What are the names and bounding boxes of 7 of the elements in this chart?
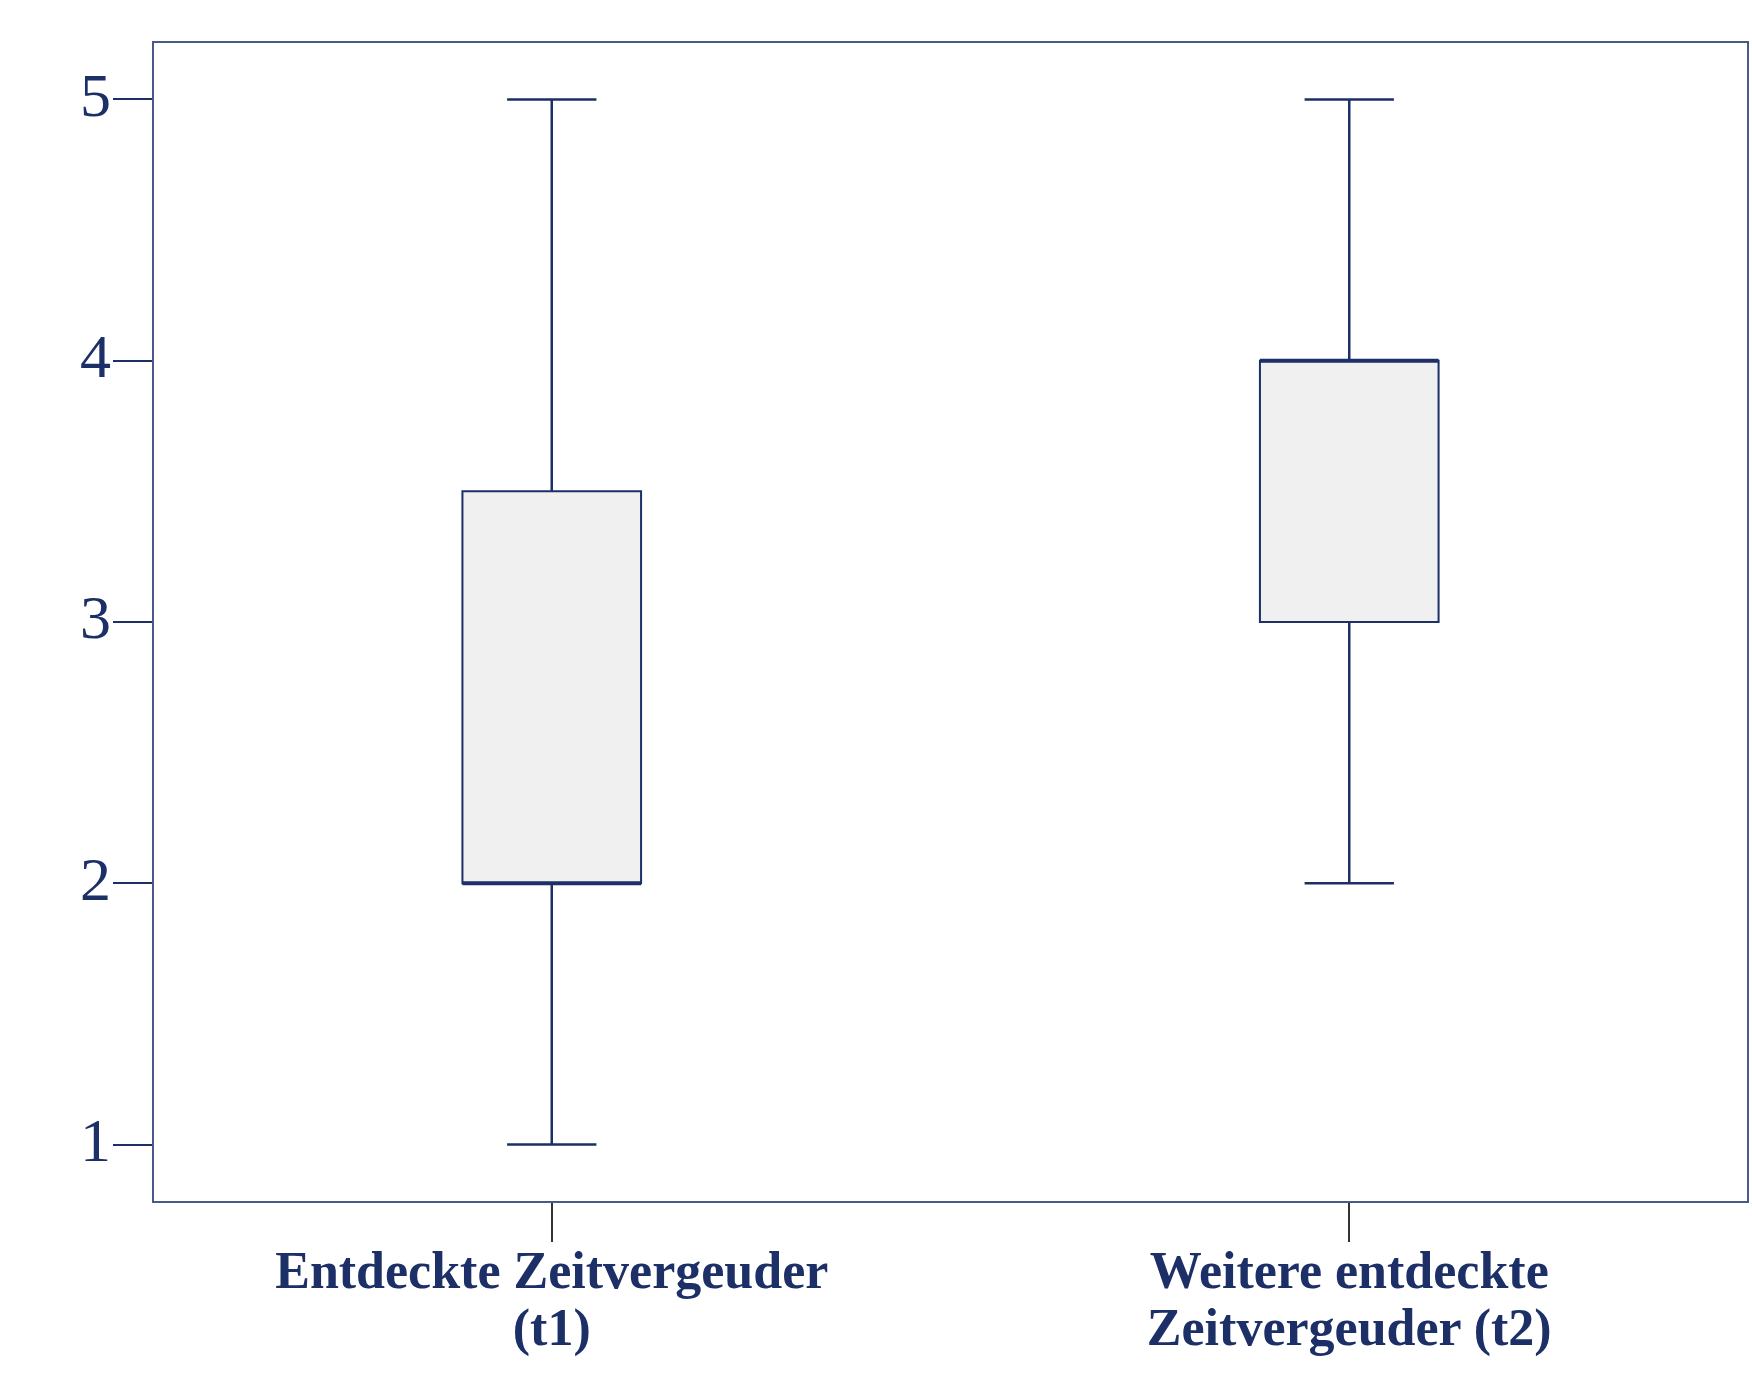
y-tick-label: 3 bbox=[80, 583, 111, 652]
y-tick-label: 5 bbox=[80, 60, 111, 129]
y-tick-label: 1 bbox=[80, 1105, 111, 1174]
x-tick-label: Entdeckte Zeitvergeuder (t1) bbox=[275, 1242, 829, 1358]
x-tick-label: Weitere entdeckte Zeitvergeuder (t2) bbox=[1146, 1242, 1552, 1358]
y-tick-label: 4 bbox=[80, 322, 111, 391]
y-tick-label: 2 bbox=[80, 844, 111, 913]
